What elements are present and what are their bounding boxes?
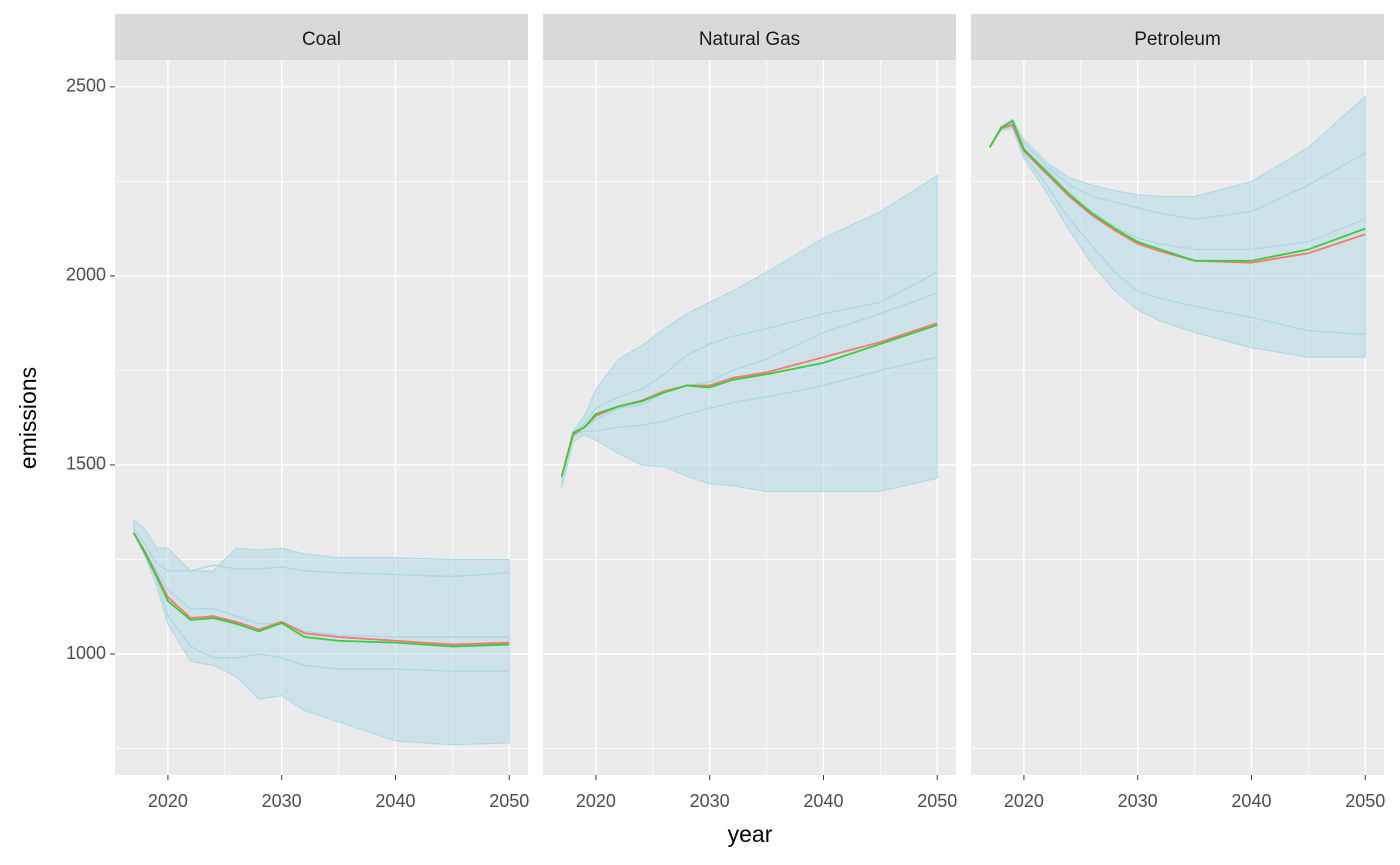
- series-line: [133, 532, 510, 672]
- x-tick-label: 2020: [148, 791, 188, 811]
- y-tick-label: 1500: [66, 454, 106, 474]
- ribbon: [561, 174, 938, 492]
- x-tick-label: 2020: [576, 791, 616, 811]
- series-line: [132, 532, 510, 648]
- ribbon: [133, 518, 510, 746]
- series-line: [561, 356, 938, 479]
- series-line: [133, 532, 510, 638]
- strip-label: Natural Gas: [699, 29, 800, 50]
- x-tick-label: 2020: [1004, 791, 1044, 811]
- y-axis-title: emissions: [15, 367, 41, 469]
- x-tick-label: 2040: [1231, 791, 1271, 811]
- y-tick-label: 2000: [66, 265, 106, 285]
- x-axis-title: year: [728, 821, 773, 847]
- series-line: [988, 119, 1366, 262]
- strip-label: Petroleum: [1134, 29, 1221, 50]
- ribbon: [989, 95, 1366, 358]
- strip: [971, 14, 1384, 60]
- x-tick-label: 2030: [1118, 791, 1158, 811]
- strip: [543, 14, 956, 60]
- series-line: [561, 271, 938, 477]
- y-tick-label: 2500: [66, 76, 106, 96]
- x-tick-label: 2050: [489, 791, 529, 811]
- strip: [115, 14, 528, 60]
- x-tick-label: 2040: [803, 791, 843, 811]
- x-tick-label: 2050: [917, 791, 957, 811]
- strip-label: Coal: [302, 29, 341, 50]
- series-line: [133, 528, 510, 578]
- x-tick-label: 2030: [690, 791, 730, 811]
- y-tick-label: 1000: [66, 643, 106, 663]
- series-line: [989, 123, 1366, 264]
- x-tick-label: 2040: [375, 791, 415, 811]
- x-tick-label: 2050: [1345, 791, 1385, 811]
- x-tick-label: 2030: [262, 791, 302, 811]
- series-line: [560, 324, 938, 477]
- series-line: [133, 532, 510, 646]
